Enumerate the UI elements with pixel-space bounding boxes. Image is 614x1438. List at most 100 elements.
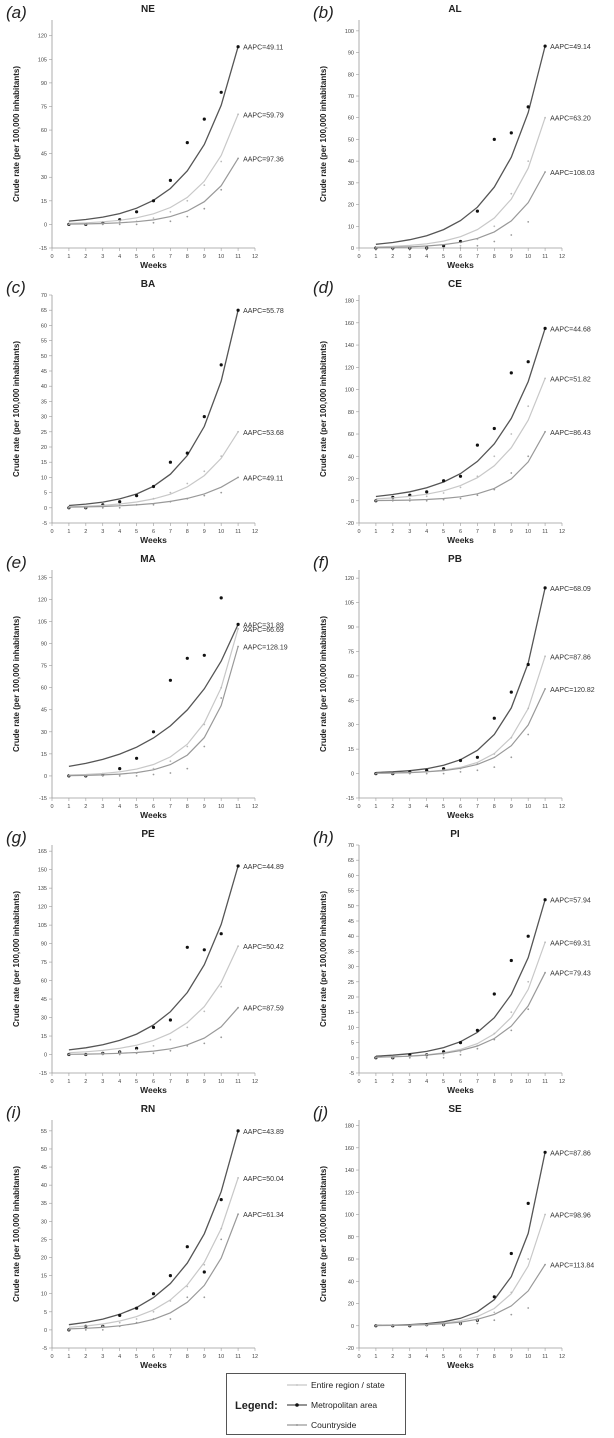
data-point-countryside xyxy=(135,1052,138,1055)
data-point-countryside xyxy=(68,1053,70,1056)
panel-title: RN xyxy=(141,1104,155,1115)
data-point-countryside xyxy=(459,771,462,773)
x-tick-label: 6 xyxy=(459,1354,462,1360)
data-point-countryside xyxy=(203,207,206,210)
x-tick-label: 3 xyxy=(408,1079,411,1085)
series-line-region xyxy=(68,1177,239,1328)
x-tick-label: 2 xyxy=(391,529,394,535)
data-point-countryside xyxy=(186,497,189,500)
data-point-metro xyxy=(151,730,156,734)
data-point-region xyxy=(442,492,445,494)
y-tick-label: 50 xyxy=(348,137,354,143)
y-tick-label: 45 xyxy=(348,919,354,925)
x-tick-label: 6 xyxy=(459,254,462,260)
x-tick-label: 11 xyxy=(542,254,548,260)
data-point-countryside xyxy=(375,1056,377,1059)
series-line-metro xyxy=(375,587,546,774)
y-tick-label: 25 xyxy=(348,980,354,986)
series-line-countryside xyxy=(68,1007,239,1055)
y-tick-label: 120 xyxy=(38,905,47,911)
data-point-countryside xyxy=(391,499,394,502)
x-tick-label: 12 xyxy=(252,1079,258,1085)
y-axis-label: Crude rate (per 100,000 inhabitants) xyxy=(12,1166,21,1302)
y-tick-label: 80 xyxy=(348,410,354,416)
y-tick-label: 70 xyxy=(348,94,354,100)
data-point-region xyxy=(118,1051,121,1053)
y-tick-label: 0 xyxy=(44,1053,47,1059)
y-tick-label: 70 xyxy=(41,293,47,299)
x-tick-label: 0 xyxy=(357,804,360,810)
data-point-countryside xyxy=(237,157,240,160)
y-tick-label: 30 xyxy=(41,1219,47,1225)
data-point-metro xyxy=(202,1270,206,1274)
data-point-countryside xyxy=(527,1008,530,1011)
series-line-metro xyxy=(375,328,546,498)
panel-letter: (b) xyxy=(313,3,334,22)
aapc-label-countryside: AAPC=61.34 xyxy=(243,1212,284,1219)
y-tick-label: 5 xyxy=(44,491,47,497)
y-tick-label: 150 xyxy=(38,868,47,874)
data-point-region xyxy=(186,199,189,202)
data-point-countryside xyxy=(544,971,546,974)
x-tick-label: 0 xyxy=(50,254,53,260)
x-tick-label: 5 xyxy=(442,1354,445,1360)
y-tick-label: 30 xyxy=(348,181,354,187)
x-tick-label: 12 xyxy=(559,254,565,260)
data-point-countryside xyxy=(544,430,546,433)
x-tick-label: 11 xyxy=(542,529,548,535)
x-tick-label: 10 xyxy=(218,529,224,535)
x-tick-label: 9 xyxy=(510,254,513,260)
x-tick-label: 1 xyxy=(374,529,377,535)
series-line-countryside xyxy=(375,1264,546,1327)
data-point-countryside xyxy=(476,494,479,497)
panel-title: NE xyxy=(141,4,155,15)
x-tick-label: 12 xyxy=(559,1354,565,1360)
x-tick-label: 5 xyxy=(135,804,138,810)
legend-title: Legend: xyxy=(235,1400,278,1412)
data-point-countryside xyxy=(442,498,445,501)
y-tick-label: 50 xyxy=(41,1147,47,1153)
data-point-region xyxy=(135,1318,138,1320)
y-tick-label: 105 xyxy=(345,601,354,607)
x-tick-label: 0 xyxy=(50,529,53,535)
x-tick-label: 4 xyxy=(425,254,428,260)
data-point-countryside xyxy=(203,745,206,748)
y-tick-label: 5 xyxy=(351,1041,354,1047)
aapc-label-countryside: AAPC=113.84 xyxy=(550,1263,594,1270)
data-point-region xyxy=(237,945,240,947)
data-point-countryside xyxy=(510,472,513,474)
data-point-region xyxy=(527,160,530,163)
data-point-countryside xyxy=(527,1307,530,1309)
series-line-metro xyxy=(68,865,239,1051)
x-tick-label: 1 xyxy=(67,804,70,810)
x-tick-label: 8 xyxy=(186,804,189,810)
data-point-countryside xyxy=(68,223,70,226)
data-point-countryside xyxy=(118,775,121,777)
data-point-countryside xyxy=(203,1296,206,1299)
x-tick-label: 3 xyxy=(101,1354,104,1360)
y-axis-label: Crude rate (per 100,000 inhabitants) xyxy=(319,891,328,1027)
legend: Legend: Entire region / state Metropolit… xyxy=(226,1373,406,1435)
x-tick-label: 2 xyxy=(84,529,87,535)
data-point-metro xyxy=(509,958,513,963)
data-point-region xyxy=(544,116,546,119)
data-point-metro xyxy=(509,690,513,694)
y-axis-label: Crude rate (per 100,000 inhabitants) xyxy=(12,341,21,477)
x-tick-label: 9 xyxy=(203,254,206,260)
data-point-region xyxy=(527,405,530,408)
data-point-metro xyxy=(118,767,122,771)
series-line-region xyxy=(375,117,546,248)
aapc-label-metro: AAPC=31.89 xyxy=(243,622,284,629)
y-tick-label: 30 xyxy=(41,415,47,421)
data-point-region xyxy=(510,1011,513,1014)
data-point-countryside xyxy=(84,775,87,777)
data-point-metro xyxy=(475,755,479,759)
data-point-metro xyxy=(219,932,223,936)
x-tick-label: 4 xyxy=(425,804,428,810)
data-point-countryside xyxy=(118,223,121,226)
series-line-region xyxy=(68,628,239,776)
legend-label-metro: Metropolitan area xyxy=(311,1400,378,1410)
x-axis-label: Weeks xyxy=(447,260,474,270)
